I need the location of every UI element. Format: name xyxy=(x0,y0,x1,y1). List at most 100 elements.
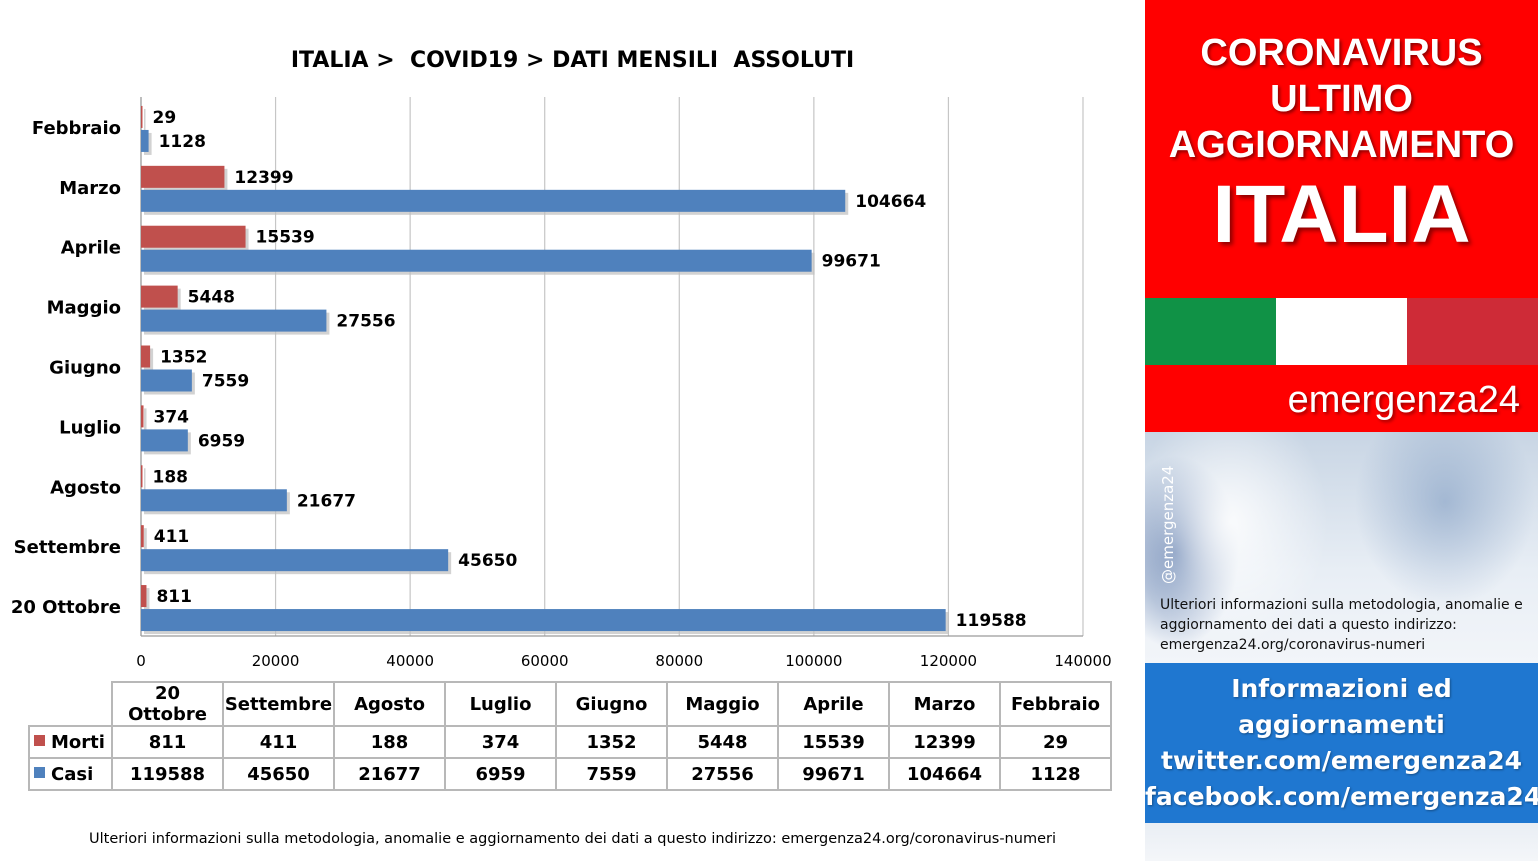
bar-value-label: 374 xyxy=(154,407,190,427)
bar-value-label: 29 xyxy=(153,108,177,128)
table-column-header: Marzo xyxy=(888,681,1001,727)
flag-stripe-green xyxy=(1145,298,1276,365)
table-column-header: Maggio xyxy=(666,681,779,727)
y-category-label: 20 Ottobre xyxy=(11,597,121,618)
legend-swatch-casi xyxy=(34,767,45,778)
headline-line: AGGIORNAMENTO xyxy=(1168,124,1515,166)
bar-value-label: 7559 xyxy=(202,372,249,392)
y-category-label: Luglio xyxy=(59,417,121,438)
legend-label-casi: Casi xyxy=(51,763,94,785)
table-column-header: 20 Ottobre xyxy=(111,681,224,727)
bar-value-label: 99671 xyxy=(822,252,881,272)
country-title: ITALIA xyxy=(1212,169,1471,260)
bar-value-label: 411 xyxy=(154,527,190,547)
table-column-header: Giugno xyxy=(555,681,668,727)
table-cell: 119588 xyxy=(111,757,224,791)
table-row-casi: Casi 119588 45650 21677 6959 7559 27556 … xyxy=(28,757,1112,791)
bar-chart: 0 20000 40000 60000 80000 100000 120000 140000 F… xyxy=(11,97,1112,670)
side-note: Ulteriori informazioni sulla metodologia… xyxy=(1160,597,1523,653)
table-cell: 411 xyxy=(222,725,335,759)
table-cell: 374 xyxy=(444,725,557,759)
facebook-link[interactable]: facebook.com/emergenza24 xyxy=(1145,782,1538,811)
flag-stripe-red xyxy=(1407,298,1538,365)
bar-value-label: 6959 xyxy=(198,431,245,451)
y-category-label: Settembre xyxy=(14,537,121,558)
bar-value-label: 12399 xyxy=(234,168,293,188)
bar-shadow xyxy=(144,528,147,551)
bar-casi xyxy=(141,129,149,152)
legend-swatch-morti xyxy=(34,735,45,746)
table-column-header: Aprile xyxy=(777,681,890,727)
table-cell: 811 xyxy=(111,725,224,759)
bar-morti xyxy=(141,285,178,308)
table-cell: 1352 xyxy=(555,725,668,759)
chart-title: ITALIA > COVID19 > DATI MENSILI ASSOLUTI xyxy=(290,48,855,73)
table-cell: 15539 xyxy=(777,725,890,759)
bar-value-label: 104664 xyxy=(855,192,926,212)
table-cell: 21677 xyxy=(333,757,446,791)
bar-morti xyxy=(141,165,225,188)
y-category-label: Agosto xyxy=(50,477,121,498)
bar-value-label: 1128 xyxy=(159,132,206,152)
bar-casi xyxy=(141,189,846,212)
bar-casi xyxy=(141,429,188,452)
table-header-row: 20 Ottobre Settembre Agosto Luglio Giugn… xyxy=(29,681,1112,727)
bar-value-label: 119588 xyxy=(956,611,1027,631)
bar-casi xyxy=(141,489,287,512)
table-cell: 7559 xyxy=(555,757,668,791)
background-photo: @emergenza24 Ulteriori informazioni sull… xyxy=(1145,432,1538,663)
bar-shadow xyxy=(144,408,147,431)
y-category-label: Febbraio xyxy=(32,118,121,139)
y-category-label: Aprile xyxy=(61,238,121,259)
x-tick-label: 140000 xyxy=(1054,652,1111,670)
legend-key-morti: Morti xyxy=(28,725,113,759)
footer-note: Ulteriori informazioni sulla metodologia… xyxy=(89,831,1056,847)
bar-value-label: 811 xyxy=(156,587,192,607)
table-cell: 99671 xyxy=(777,757,890,791)
italian-flag xyxy=(1145,298,1538,365)
headline-line: ULTIMO xyxy=(1270,78,1413,120)
brand-name: emergenza24 xyxy=(1145,365,1538,432)
table-column-header: Luglio xyxy=(444,681,557,727)
data-table: 20 Ottobre Settembre Agosto Luglio Giugn… xyxy=(28,681,1112,791)
table-cell: 45650 xyxy=(222,757,335,791)
x-tick-label: 40000 xyxy=(386,652,434,670)
chart-area: ITALIA > COVID19 > DATI MENSILI ASSOLUTI… xyxy=(10,48,1112,847)
bar-value-label: 1352 xyxy=(160,348,207,368)
table-cell: 29 xyxy=(999,725,1112,759)
bar-casi xyxy=(141,609,946,632)
x-tick-label: 0 xyxy=(136,652,146,670)
table-cell: 104664 xyxy=(888,757,1001,791)
y-category-label: Maggio xyxy=(47,298,121,319)
twitter-link[interactable]: twitter.com/emergenza24 xyxy=(1160,746,1523,775)
table-corner xyxy=(29,682,113,727)
x-tick-label: 60000 xyxy=(521,652,569,670)
bar-morti xyxy=(141,345,151,368)
bottom-strip xyxy=(1145,823,1538,861)
info-line: aggiornamenti xyxy=(1238,710,1445,739)
bar-casi xyxy=(141,309,327,332)
side-panel: CORONAVIRUS ULTIMO AGGIORNAMENTO ITALIA … xyxy=(1145,0,1538,861)
legend-label-morti: Morti xyxy=(51,731,105,753)
table-column-header: Febbraio xyxy=(999,681,1112,727)
bar-casi xyxy=(141,549,449,572)
y-category-label: Giugno xyxy=(49,358,121,379)
bar-value-label: 27556 xyxy=(336,312,395,332)
bar-casi xyxy=(141,369,192,392)
bar-value-label: 21677 xyxy=(297,491,356,511)
bar-morti xyxy=(141,525,144,548)
bar-morti xyxy=(141,105,143,128)
bar-casi xyxy=(141,249,812,272)
table-cell: 12399 xyxy=(888,725,1001,759)
bar-shadow xyxy=(144,588,150,611)
table-cell: 27556 xyxy=(666,757,779,791)
table-column-header: Settembre xyxy=(222,681,335,727)
bar-shadow xyxy=(144,468,146,491)
table-row-morti: Morti 811 411 188 374 1352 5448 15539 12… xyxy=(28,725,1112,759)
table-cell: 5448 xyxy=(666,725,779,759)
bar-value-label: 15539 xyxy=(256,228,315,248)
bar-morti xyxy=(141,405,144,428)
table-column-header: Agosto xyxy=(333,681,446,727)
legend-key-casi: Casi xyxy=(28,757,113,791)
bar-shadow xyxy=(144,108,146,131)
